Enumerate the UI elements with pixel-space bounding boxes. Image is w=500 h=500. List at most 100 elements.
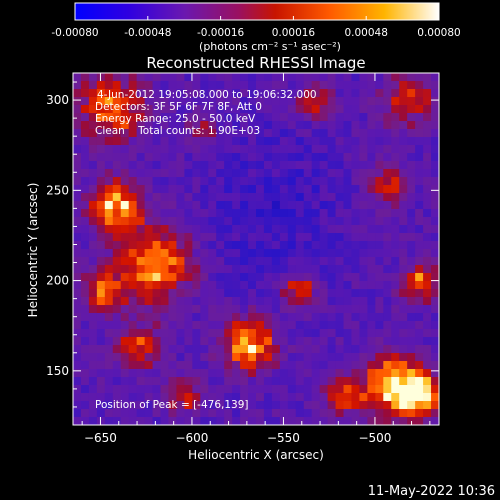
- heatmap-cell: [287, 225, 297, 234]
- heatmap-cell: [160, 177, 170, 186]
- heatmap-cell: [192, 185, 201, 194]
- heatmap-cell: [343, 273, 353, 282]
- heatmap-cell: [263, 137, 273, 146]
- heatmap-cell: [415, 121, 424, 130]
- heatmap-cell: [232, 137, 241, 146]
- heatmap-cell: [152, 89, 162, 98]
- heatmap-cell: [319, 97, 329, 106]
- heatmap-cell: [200, 297, 209, 306]
- heatmap-cell: [80, 321, 90, 330]
- heatmap-cell: [423, 145, 432, 154]
- heatmap-cell: [431, 153, 439, 162]
- heatmap-cell: [216, 89, 225, 98]
- heatmap-cell: [184, 345, 193, 354]
- heatmap-cell: [351, 265, 361, 274]
- heatmap-cell: [423, 377, 432, 386]
- heatmap-cell: [303, 353, 313, 362]
- heatmap-cell: [216, 281, 225, 290]
- heatmap-cell: [240, 73, 249, 82]
- heatmap-cell: [168, 113, 178, 122]
- heatmap-cell: [208, 193, 217, 202]
- heatmap-cell: [279, 177, 289, 186]
- heatmap-cell: [192, 89, 201, 98]
- heatmap-cell: [423, 241, 432, 250]
- heatmap-cell: [120, 161, 130, 170]
- heatmap-cell: [200, 129, 209, 138]
- heatmap-cell: [319, 401, 329, 410]
- heatmap-cell: [96, 185, 106, 194]
- heatmap-cell: [73, 169, 82, 178]
- heatmap-cell: [208, 257, 217, 266]
- heatmap-cell: [224, 81, 233, 90]
- heatmap-cell: [431, 361, 439, 370]
- heatmap-cell: [88, 97, 98, 106]
- heatmap-cell: [184, 233, 193, 242]
- heatmap-cell: [391, 249, 400, 258]
- heatmap-cell: [335, 73, 345, 82]
- heatmap-cell: [407, 321, 416, 330]
- heatmap-cell: [256, 273, 265, 282]
- heatmap-cell: [375, 145, 384, 154]
- heatmap-cell: [287, 289, 297, 298]
- heatmap-cell: [327, 241, 337, 250]
- heatmap-cell: [208, 385, 217, 394]
- heatmap-cell: [248, 209, 257, 218]
- heatmap-cell: [73, 305, 82, 314]
- heatmap-cell: [96, 353, 106, 362]
- heatmap-cell: [287, 233, 297, 242]
- heatmap-cell: [73, 273, 82, 282]
- heatmap-cell: [73, 81, 82, 90]
- heatmap-cell: [232, 97, 241, 106]
- heatmap-cell: [431, 145, 439, 154]
- heatmap-cell: [240, 97, 249, 106]
- heatmap-cell: [383, 209, 392, 218]
- heatmap-cell: [303, 137, 313, 146]
- heatmap-cell: [415, 177, 424, 186]
- heatmap-cell: [152, 241, 162, 250]
- heatmap-cell: [88, 113, 98, 122]
- heatmap-cell: [80, 297, 90, 306]
- heatmap-cell: [192, 217, 201, 226]
- heatmap-cell: [200, 73, 209, 82]
- heatmap-cell: [240, 169, 249, 178]
- heatmap-cell: [160, 161, 170, 170]
- heatmap-cell: [120, 337, 130, 346]
- heatmap-cell: [351, 193, 361, 202]
- heatmap-cell: [359, 201, 368, 210]
- heatmap-cell: [176, 193, 185, 202]
- heatmap-cell: [144, 417, 154, 425]
- heatmap-cell: [184, 201, 193, 210]
- heatmap-cell: [160, 201, 170, 210]
- heatmap-cell: [343, 161, 353, 170]
- heatmap-cell: [176, 393, 185, 402]
- heatmap-cell: [208, 89, 217, 98]
- heatmap-cell: [279, 297, 289, 306]
- heatmap-cell: [168, 401, 178, 410]
- heatmap-cell: [73, 409, 82, 418]
- heatmap-cell: [351, 417, 361, 425]
- heatmap-cell: [88, 353, 98, 362]
- heatmap-cell: [407, 233, 416, 242]
- heatmap-cell: [407, 305, 416, 314]
- heatmap-cell: [184, 289, 193, 298]
- heatmap-cell: [295, 337, 305, 346]
- heatmap-cell: [168, 385, 178, 394]
- heatmap-cell: [200, 393, 209, 402]
- heatmap-cell: [120, 73, 130, 82]
- heatmap-cell: [224, 153, 233, 162]
- heatmap-cell: [415, 329, 424, 338]
- heatmap-cell: [391, 393, 400, 402]
- heatmap-cell: [319, 153, 329, 162]
- heatmap-cell: [73, 337, 82, 346]
- heatmap-cell: [359, 185, 368, 194]
- heatmap-cell: [73, 145, 82, 154]
- heatmap-cell: [128, 353, 138, 362]
- heatmap-cell: [399, 201, 408, 210]
- heatmap-cell: [423, 105, 432, 114]
- heatmap-cell: [399, 105, 408, 114]
- heatmap-cell: [248, 241, 257, 250]
- heatmap-cell: [160, 281, 170, 290]
- heatmap-cell: [224, 121, 233, 130]
- heatmap-cell: [319, 233, 329, 242]
- colorbar-tick-label: -0.00048: [124, 27, 171, 39]
